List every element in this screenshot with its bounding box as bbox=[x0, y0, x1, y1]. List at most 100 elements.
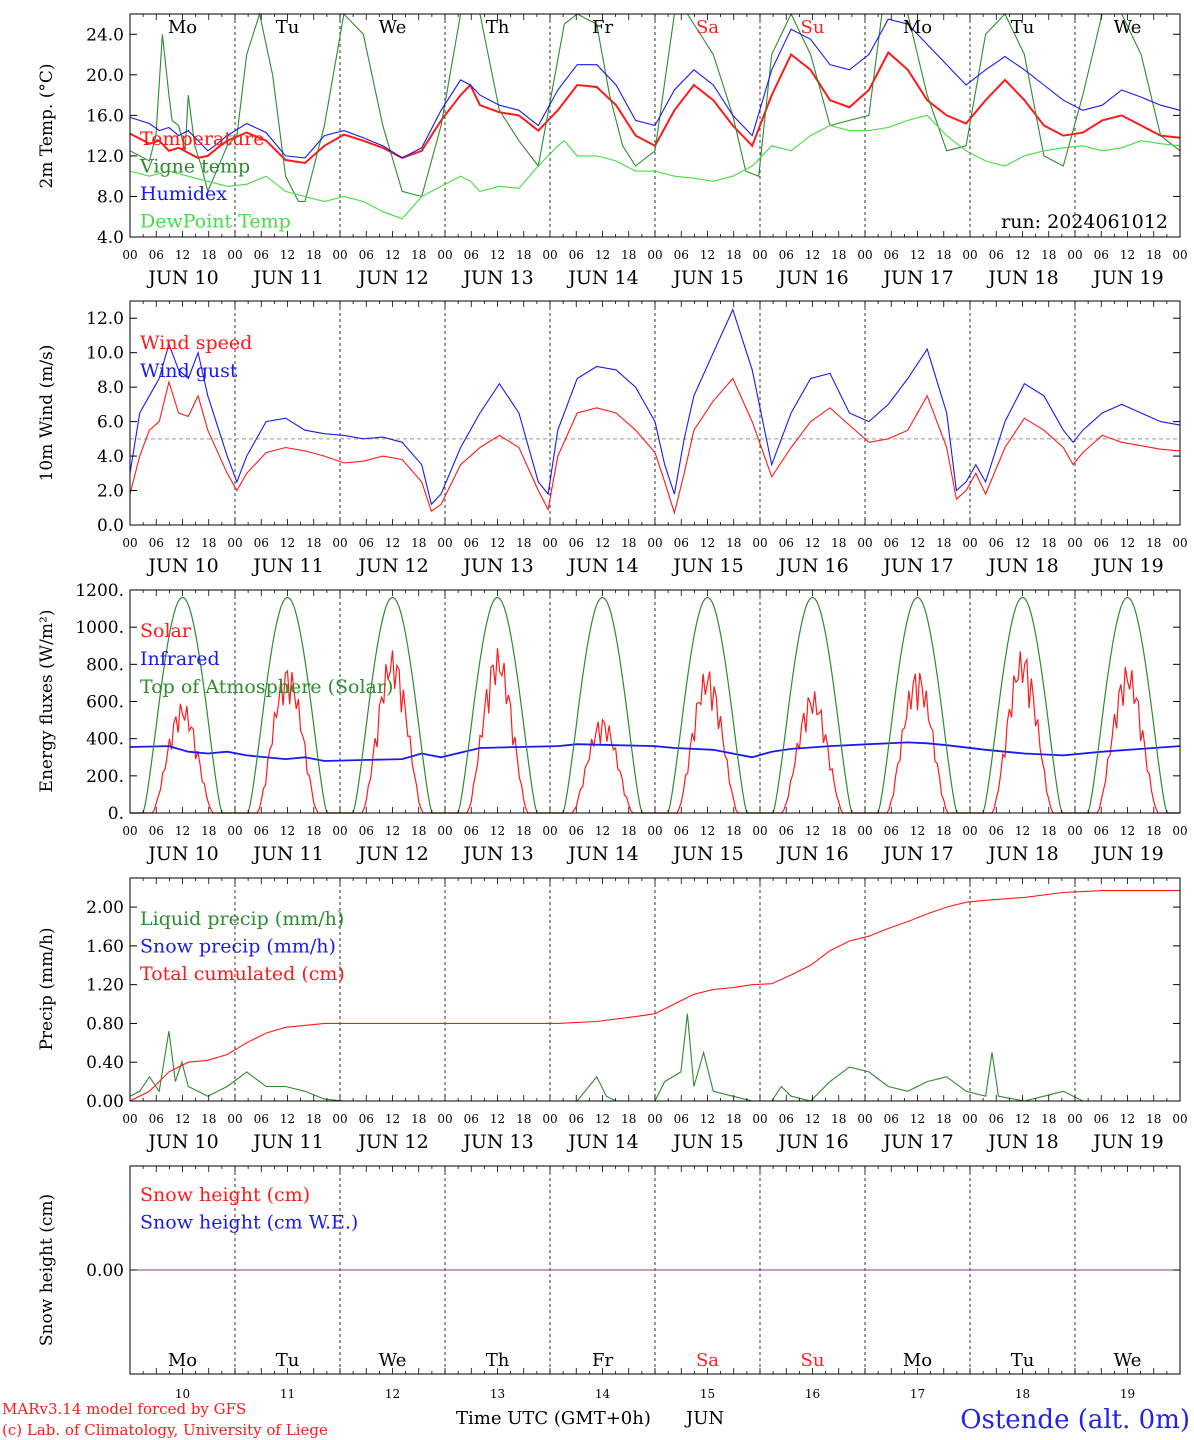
day-date-label: JUN 17 bbox=[881, 267, 953, 289]
hour-tick-label: 06 bbox=[989, 1112, 1004, 1126]
day-date-label: JUN 15 bbox=[671, 267, 743, 289]
y-axis-label: 2m Temp. (°C) bbox=[37, 63, 57, 188]
hour-tick-label: 00 bbox=[647, 1112, 662, 1126]
hour-tick-label: 12 bbox=[175, 536, 190, 550]
day-number-label: 12 bbox=[385, 1387, 400, 1401]
hour-tick-label: 18 bbox=[411, 536, 426, 550]
weekday-label-bottom: Su bbox=[801, 1350, 825, 1371]
hour-tick-label: 18 bbox=[1041, 824, 1056, 838]
legend-entry: Total cumulated (cm) bbox=[140, 963, 345, 985]
month-label: JUN bbox=[684, 1408, 724, 1429]
day-date-label: JUN 17 bbox=[881, 555, 953, 577]
day-date-label: JUN 13 bbox=[461, 1131, 533, 1153]
hour-tick-label: 18 bbox=[621, 824, 636, 838]
weekday-label-bottom: Tu bbox=[1011, 1350, 1035, 1371]
day-date-label: JUN 13 bbox=[461, 555, 533, 577]
hour-tick-label: 00 bbox=[332, 248, 347, 262]
hour-tick-label: 12 bbox=[700, 536, 715, 550]
hour-tick-label: 18 bbox=[621, 536, 636, 550]
hour-tick-label: 06 bbox=[569, 248, 584, 262]
day-date-label: JUN 19 bbox=[1091, 555, 1163, 577]
weekday-label-bottom: Mo bbox=[168, 1350, 197, 1371]
y-tick-label: 1200. bbox=[75, 581, 124, 601]
legend-entry: Vigne temp bbox=[139, 156, 250, 178]
panel-frame bbox=[129, 589, 1181, 814]
day-date-label: JUN 18 bbox=[986, 267, 1058, 289]
hour-tick-label: 00 bbox=[542, 824, 557, 838]
frame-layer bbox=[129, 13, 1181, 1375]
hour-tick-label: 12 bbox=[805, 248, 820, 262]
hour-tick-label: 18 bbox=[621, 1112, 636, 1126]
hour-tick-label: 18 bbox=[516, 248, 531, 262]
day-number-label: 16 bbox=[805, 1387, 820, 1401]
weekday-label: We bbox=[1114, 17, 1142, 38]
y-tick-label: 12.0 bbox=[86, 309, 124, 329]
day-date-label: JUN 18 bbox=[986, 843, 1058, 865]
legend-entry: Snow height (cm) bbox=[140, 1184, 310, 1206]
hour-tick-label: 06 bbox=[254, 1112, 269, 1126]
run-label: run: 2024061012 bbox=[1001, 211, 1168, 233]
hour-tick-label: 18 bbox=[411, 1112, 426, 1126]
hour-tick-label: 12 bbox=[910, 248, 925, 262]
hour-tick-label: 12 bbox=[385, 536, 400, 550]
hour-tick-label: 18 bbox=[621, 248, 636, 262]
series-line bbox=[129, 18, 1181, 159]
hour-tick-label: 00 bbox=[227, 1112, 242, 1126]
y-tick-label: 200. bbox=[86, 767, 124, 787]
hour-tick-label: 12 bbox=[280, 248, 295, 262]
hour-tick-label: 12 bbox=[595, 248, 610, 262]
hour-tick-label: 18 bbox=[1146, 824, 1161, 838]
hour-tick-label: 18 bbox=[831, 248, 846, 262]
hour-tick-label: 00 bbox=[1172, 1112, 1187, 1126]
hour-tick-label: 00 bbox=[227, 248, 242, 262]
day-date-label: JUN 15 bbox=[671, 555, 743, 577]
day-date-label: JUN 12 bbox=[356, 843, 428, 865]
hour-tick-label: 00 bbox=[1172, 248, 1187, 262]
day-date-label: JUN 11 bbox=[251, 555, 323, 577]
day-date-label: JUN 12 bbox=[356, 555, 428, 577]
hour-tick-label: 00 bbox=[857, 1112, 872, 1126]
weekday-label: Tu bbox=[1011, 17, 1035, 38]
y-axis-label: Snow height (cm) bbox=[37, 1194, 57, 1346]
hour-tick-label: 06 bbox=[254, 824, 269, 838]
day-date-label: JUN 14 bbox=[566, 1131, 638, 1153]
hour-tick-label: 06 bbox=[884, 824, 899, 838]
hour-tick-label: 06 bbox=[674, 824, 689, 838]
hour-tick-label: 18 bbox=[726, 824, 741, 838]
y-tick-label: 1000. bbox=[75, 618, 124, 638]
y-tick-label: 1.20 bbox=[86, 976, 124, 996]
y-tick-label: 8.0 bbox=[97, 187, 124, 207]
hour-tick-label: 00 bbox=[647, 824, 662, 838]
day-date-label: JUN 16 bbox=[776, 1131, 848, 1153]
hour-tick-label: 06 bbox=[1094, 248, 1109, 262]
hour-tick-label: 00 bbox=[437, 536, 452, 550]
hour-tick-label: 06 bbox=[989, 248, 1004, 262]
hour-tick-label: 06 bbox=[989, 824, 1004, 838]
y-tick-label: 0.80 bbox=[86, 1014, 124, 1034]
hour-tick-label: 00 bbox=[647, 536, 662, 550]
hour-tick-label: 00 bbox=[332, 536, 347, 550]
legend-entry: Solar bbox=[140, 620, 192, 642]
hour-tick-label: 00 bbox=[1067, 536, 1082, 550]
hour-tick-label: 18 bbox=[201, 248, 216, 262]
hour-tick-label: 06 bbox=[674, 536, 689, 550]
hour-tick-label: 12 bbox=[490, 536, 505, 550]
hour-tick-label: 18 bbox=[1146, 1112, 1161, 1126]
day-number-label: 19 bbox=[1120, 1387, 1135, 1401]
day-date-label: JUN 10 bbox=[146, 843, 218, 865]
day-number-label: 11 bbox=[280, 1387, 295, 1401]
weekday-label-bottom: Sa bbox=[696, 1350, 719, 1371]
series-line bbox=[129, 114, 1181, 220]
hour-tick-label: 06 bbox=[359, 824, 374, 838]
hour-tick-label: 18 bbox=[201, 824, 216, 838]
hour-tick-label: 06 bbox=[359, 1112, 374, 1126]
series-line bbox=[129, 890, 1180, 1102]
hour-tick-label: 12 bbox=[595, 1112, 610, 1126]
weekday-label: We bbox=[379, 17, 407, 38]
hour-tick-label: 12 bbox=[1120, 1112, 1135, 1126]
hour-tick-label: 18 bbox=[306, 824, 321, 838]
hour-tick-label: 00 bbox=[227, 824, 242, 838]
weekday-label: Fr bbox=[592, 17, 613, 38]
hour-tick-label: 12 bbox=[280, 1112, 295, 1126]
